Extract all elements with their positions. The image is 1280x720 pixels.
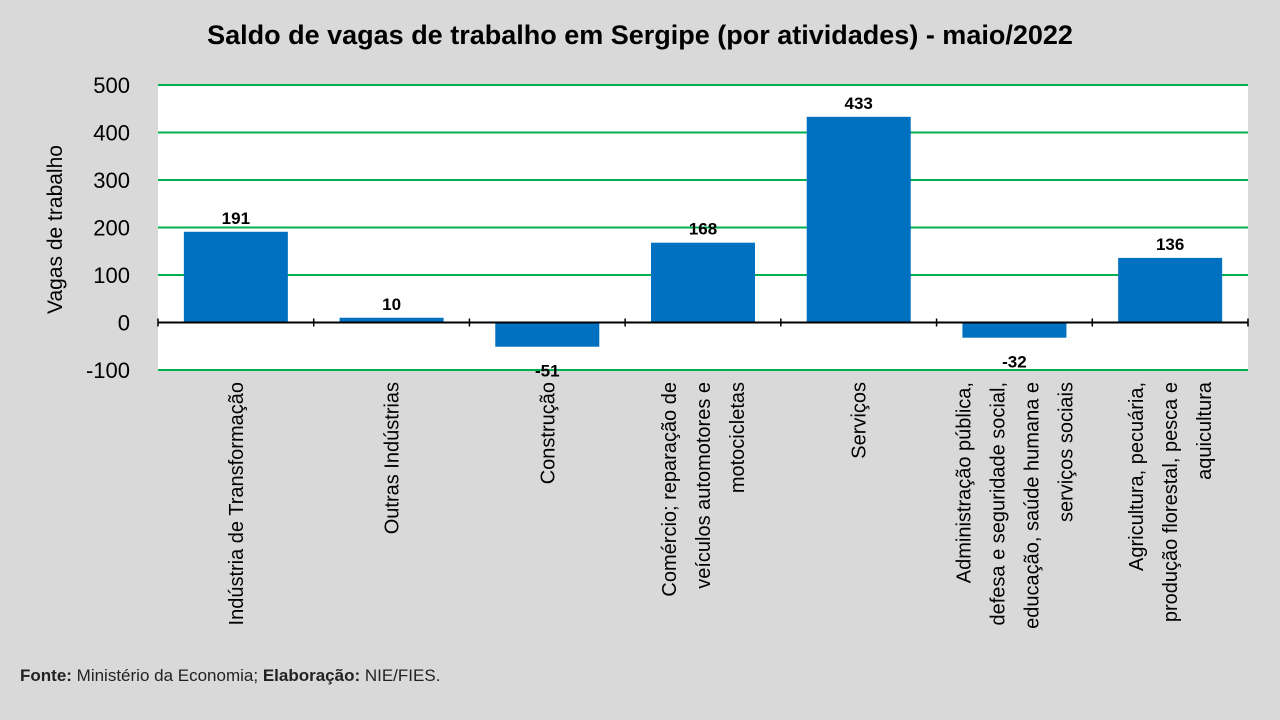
y-tick-label: 300 [93, 168, 130, 193]
elaboration-label: Elaboração: [262, 666, 361, 685]
x-tick-label: Indústria de Transformação [226, 382, 248, 625]
y-tick-label: 400 [93, 121, 130, 146]
y-tick-label: 500 [93, 73, 130, 98]
bars [183, 116, 1223, 347]
y-axis-title: Vagas de trabalho [44, 145, 67, 314]
x-tick-label: Outras Indústrias [382, 382, 404, 534]
source-label: Fonte: [20, 666, 72, 685]
x-tick-label: Construção [537, 382, 559, 484]
bar [495, 322, 600, 347]
y-tick-label: 100 [93, 263, 130, 288]
bar [1118, 257, 1223, 323]
bar [651, 242, 755, 323]
bar [183, 231, 288, 323]
x-tick-label: Comércio; reparação de veículos automotor… [659, 382, 749, 597]
y-tick-label: -100 [86, 358, 130, 383]
chart-title: Saldo de vagas de trabalho em Sergipe (p… [207, 20, 1073, 50]
bar [806, 116, 911, 323]
gridlines [158, 84, 1248, 371]
y-tick-label: 0 [118, 311, 130, 336]
data-label: 168 [689, 220, 717, 239]
x-tick-label: Serviços [849, 382, 871, 459]
labels: -100 0 100 200 300 400 500 191 Indústria de Tran… [86, 73, 1216, 629]
data-label: 10 [382, 295, 401, 314]
y-tick-label: 200 [93, 216, 130, 241]
source-value: Ministério da Economia; [71, 666, 263, 685]
bar [339, 317, 444, 323]
elaboration-value: NIE/FIES. [360, 666, 441, 685]
axes [157, 318, 1249, 327]
x-tick-label: Agricultura, pecuária, produção florestal… [1126, 381, 1216, 622]
data-label: 433 [845, 94, 873, 113]
data-label: 136 [1156, 235, 1184, 254]
source-footer: Fonte: Ministério da Economia; Elaboraçã… [20, 666, 440, 686]
x-tick-label: Administração pública, defesa e seguridad… [953, 382, 1077, 629]
data-label: -51 [535, 362, 560, 381]
bar [962, 322, 1067, 338]
data-label: 191 [222, 209, 250, 228]
data-label: -32 [1002, 353, 1027, 372]
